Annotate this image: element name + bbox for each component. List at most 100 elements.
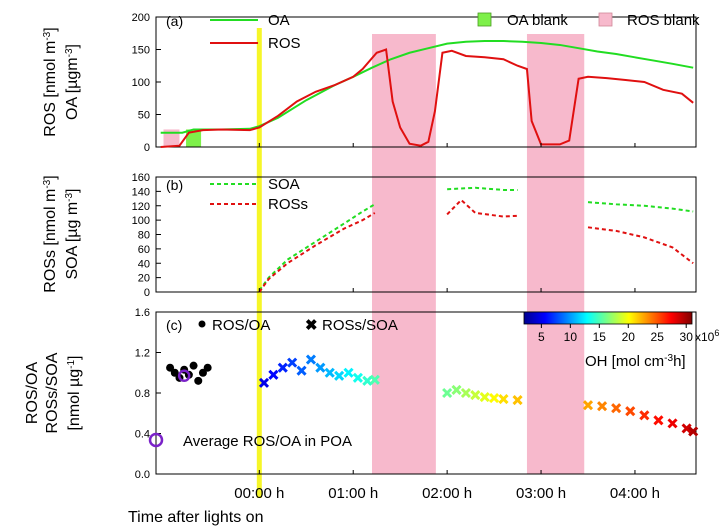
legend-oa-blank-swatch <box>477 12 492 27</box>
ross-soa-point <box>625 406 636 417</box>
y-tick-label: 200 <box>132 12 150 24</box>
legend-ros-oa-label: ROS/OA <box>212 317 270 334</box>
ross-soa-point <box>681 423 692 434</box>
ross-soa-point <box>639 410 650 421</box>
panel-a: (a) 0 50 100 150 200 OA ROS OA blank ROS bla… <box>42 12 701 154</box>
y-tick-label: 40 <box>138 258 150 270</box>
panel-c-points <box>166 354 699 437</box>
ross-soa-point <box>489 393 500 404</box>
colorbar-tick-label: 30 <box>680 330 694 344</box>
colorbar-label: OH [mol cm-3h] <box>585 353 686 371</box>
ross-soa-point <box>362 375 373 386</box>
ross-soa-point <box>688 426 699 437</box>
colorbar-gradient <box>523 311 693 325</box>
panel-c-legend: ROS/OA ✖ ROSs/SOA Average ROS/OA in POA <box>148 317 398 450</box>
y-tick-label: 0.0 <box>135 469 150 481</box>
legend-ros-blank-label: ROS blank <box>627 12 700 29</box>
ross-soa-point <box>369 374 380 385</box>
panel-c-ylabel-ros-oa: ROS/OA <box>24 362 41 425</box>
ros-oa-point <box>189 361 198 370</box>
legend-average-label: Average ROS/OA in POA <box>183 433 352 450</box>
panel-c: (c) 0.0 0.4 0.8 1.2 1.6 ROS/OA ✖ ROSs/SOA Av… <box>24 307 719 481</box>
panel-b-legend: SOA ROSs <box>210 176 308 213</box>
y-tick-label: 80 <box>138 230 150 242</box>
series-oa-line <box>160 40 694 134</box>
panel-a-legend: OA ROS OA blank ROS blank <box>210 12 700 52</box>
series-ros-line <box>160 48 694 148</box>
panel-b: (b) 0 20 40 60 80 100 120 140 160 SOA ROSs ROSs … <box>42 172 697 299</box>
colorbar-tick-label: 20 <box>622 330 636 344</box>
legend-ross-label: ROSs <box>268 196 308 213</box>
series-soa-segment-1 <box>447 186 518 191</box>
panel-b-label: (b) <box>166 177 183 193</box>
ross-soa-point <box>315 362 326 373</box>
y-tick-label: 0 <box>144 287 150 299</box>
ross-soa-point <box>479 391 490 403</box>
ross-soa-point <box>667 418 678 429</box>
y-tick-label: 1.6 <box>135 307 150 319</box>
ross-soa-point <box>451 384 462 396</box>
x-tick-label: 00:00 h <box>234 485 284 502</box>
panel-c-y-ticks: 0.0 0.4 0.8 1.2 1.6 <box>135 307 161 481</box>
oh-colorbar: 5 10 15 20 25 30 x106 OH [mol cm-3h] <box>523 311 719 371</box>
legend-ros-oa-marker <box>198 320 206 328</box>
panel-a-ylabel-oa: OA [µgm-3] <box>64 44 82 120</box>
legend-average-marker <box>148 432 164 448</box>
average-ros-oa-point <box>177 369 191 383</box>
panel-b-ylabel-ross: ROSs [nmol m-3] <box>42 175 60 292</box>
y-tick-label: 150 <box>132 45 150 57</box>
colorbar-tick-label: 5 <box>538 330 545 344</box>
ross-soa-point <box>611 403 622 414</box>
series-ross-segment-2 <box>587 226 694 265</box>
ross-soa-point <box>498 394 509 405</box>
panel-a-series <box>160 40 694 148</box>
ross-soa-point <box>258 377 270 388</box>
panel-c-label: (c) <box>166 317 182 333</box>
legend-soa-label: SOA <box>268 176 300 193</box>
x-axis-label: Time after lights on <box>128 509 263 526</box>
ross-soa-point <box>582 400 594 411</box>
x-tick-label: 04:00 h <box>610 485 660 502</box>
ros-blank-regions <box>163 34 585 474</box>
x-tick-label: 01:00 h <box>328 485 378 502</box>
colorbar-multiplier: x106 <box>695 328 719 344</box>
y-tick-label: 100 <box>132 215 150 227</box>
panel-a-y-ticks: 0 50 100 150 200 <box>132 12 161 154</box>
panel-b-series <box>258 186 694 293</box>
colorbar-tick-label: 10 <box>564 330 578 344</box>
legend-ros-label: ROS <box>268 35 301 52</box>
ros-oa-point <box>170 368 179 377</box>
colorbar-tick-label: 15 <box>593 330 607 344</box>
series-ross-segment-0 <box>258 212 376 293</box>
legend-ross-soa-marker: ✖ <box>305 317 318 334</box>
y-tick-label: 50 <box>138 110 150 122</box>
ros-oa-point <box>203 363 212 372</box>
lights-on-marker <box>256 28 262 498</box>
ross-soa-point <box>512 395 523 406</box>
panel-c-ylabel-units: [nmol µg-1] <box>66 355 84 430</box>
ros-oa-point <box>166 363 175 372</box>
x-tick-label: 02:00 h <box>422 485 472 502</box>
ross-soa-point <box>343 367 354 378</box>
y-tick-label: 0 <box>144 142 150 154</box>
series-soa-segment-2 <box>587 201 694 213</box>
y-tick-label: 0.8 <box>135 388 150 400</box>
colorbar-tick-label: 25 <box>651 330 665 344</box>
panel-b-y-ticks: 0 20 40 60 80 100 120 140 160 <box>132 172 161 299</box>
panel-a-ylabel-ros: ROS [nmol m-3] <box>42 27 60 136</box>
y-tick-label: 120 <box>132 201 150 213</box>
series-soa-segment-0 <box>258 203 376 292</box>
ros-blank-initial <box>163 129 180 147</box>
ross-soa-point <box>352 372 363 383</box>
legend-oa-label: OA <box>268 12 290 29</box>
colorbar-ticks: 5 10 15 20 25 30 <box>538 324 693 344</box>
legend-oa-blank-label: OA blank <box>507 12 568 29</box>
oa-blank-initial <box>186 129 202 147</box>
legend-ross-soa-label: ROSs/SOA <box>322 317 398 334</box>
ross-soa-point <box>653 415 664 426</box>
y-tick-label: 160 <box>132 172 150 184</box>
y-tick-label: 60 <box>138 244 150 256</box>
ross-soa-point <box>287 357 298 368</box>
series-ross-segment-1 <box>446 198 518 218</box>
